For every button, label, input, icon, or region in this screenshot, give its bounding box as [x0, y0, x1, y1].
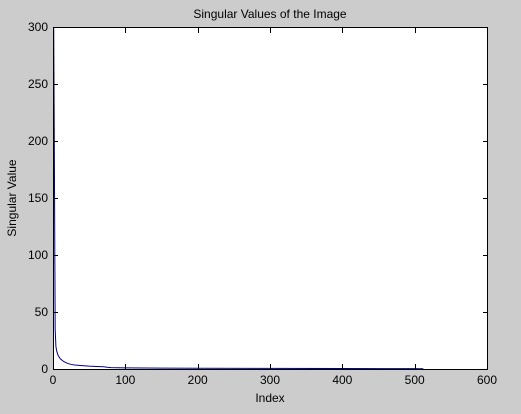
x-axis-title: Index: [255, 391, 284, 405]
x-tick-label: 100: [115, 373, 135, 387]
y-tick-label: 200: [28, 134, 48, 148]
series-line-0: [53, 27, 424, 369]
x-axis-ticks: 0 100 200 300 400 500 600: [50, 28, 497, 387]
x-tick-label: 200: [188, 373, 208, 387]
y-tick-label: 100: [28, 248, 48, 262]
y-tick-label: 250: [28, 77, 48, 91]
x-tick-label: 300: [260, 373, 280, 387]
x-tick-label: 500: [405, 373, 425, 387]
x-tick-label: 600: [477, 373, 497, 387]
plot-area: [53, 27, 487, 369]
x-tick-label: 0: [50, 373, 57, 387]
y-tick-label: 300: [28, 20, 48, 34]
chart-title: Singular Values of the Image: [193, 7, 347, 21]
y-axis-ticks: 0 50 100 150 200 250 300: [28, 20, 488, 376]
y-tick-label: 150: [28, 191, 48, 205]
series-layer: [53, 27, 424, 369]
y-tick-label: 50: [35, 305, 49, 319]
x-tick-label: 400: [332, 373, 352, 387]
y-tick-label: 0: [41, 362, 48, 376]
y-axis-title: Singular Value: [5, 159, 19, 236]
